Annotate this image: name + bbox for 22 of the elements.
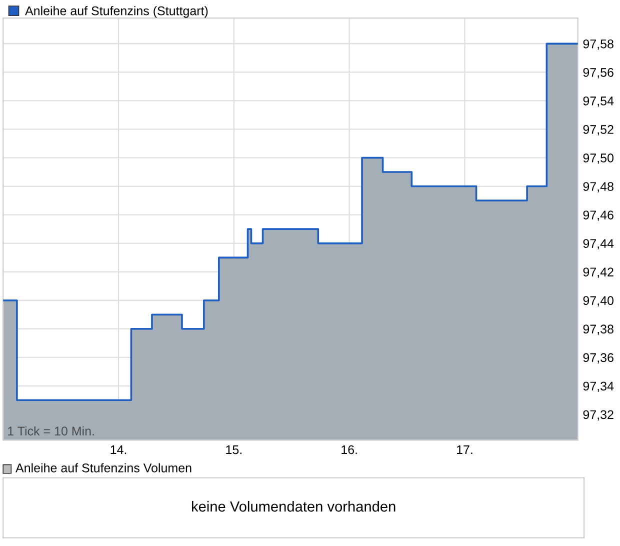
y-tick-label: 97,52 xyxy=(583,125,614,136)
annotation: 1 Tick = 10 Min. xyxy=(8,426,94,436)
text: keine Volumendaten vorhanden xyxy=(192,500,396,512)
y-tick-label: 97,46 xyxy=(583,210,614,221)
x-tick-label: 15. xyxy=(226,445,242,454)
y-tick-label: 97,50 xyxy=(583,154,614,164)
x-tick-label: 16. xyxy=(342,445,357,454)
x-tick-label: 14. xyxy=(110,445,126,454)
y-tick-label: 97,32 xyxy=(583,410,614,421)
y-tick-label: 97,36 xyxy=(583,353,614,364)
legend-label: Anleihe auf Stufenzins (Stuttgart) xyxy=(25,6,208,18)
y-tick-label: 97,40 xyxy=(583,296,614,306)
y-tick-label: 97,42 xyxy=(583,268,614,278)
text: Anleihe auf Stufenzins Volumen xyxy=(16,463,192,472)
y-tick-label: 97,48 xyxy=(583,182,614,192)
x-tick-label: 17. xyxy=(457,445,472,454)
y-tick-label: 97,44 xyxy=(583,239,614,250)
y-tick-label: 97,34 xyxy=(583,382,614,392)
y-tick-label: 97,38 xyxy=(583,324,614,335)
y-tick-label: 97,54 xyxy=(583,96,614,107)
y-tick-label: 97,58 xyxy=(583,39,614,50)
y-tick-label: 97,56 xyxy=(583,68,614,78)
